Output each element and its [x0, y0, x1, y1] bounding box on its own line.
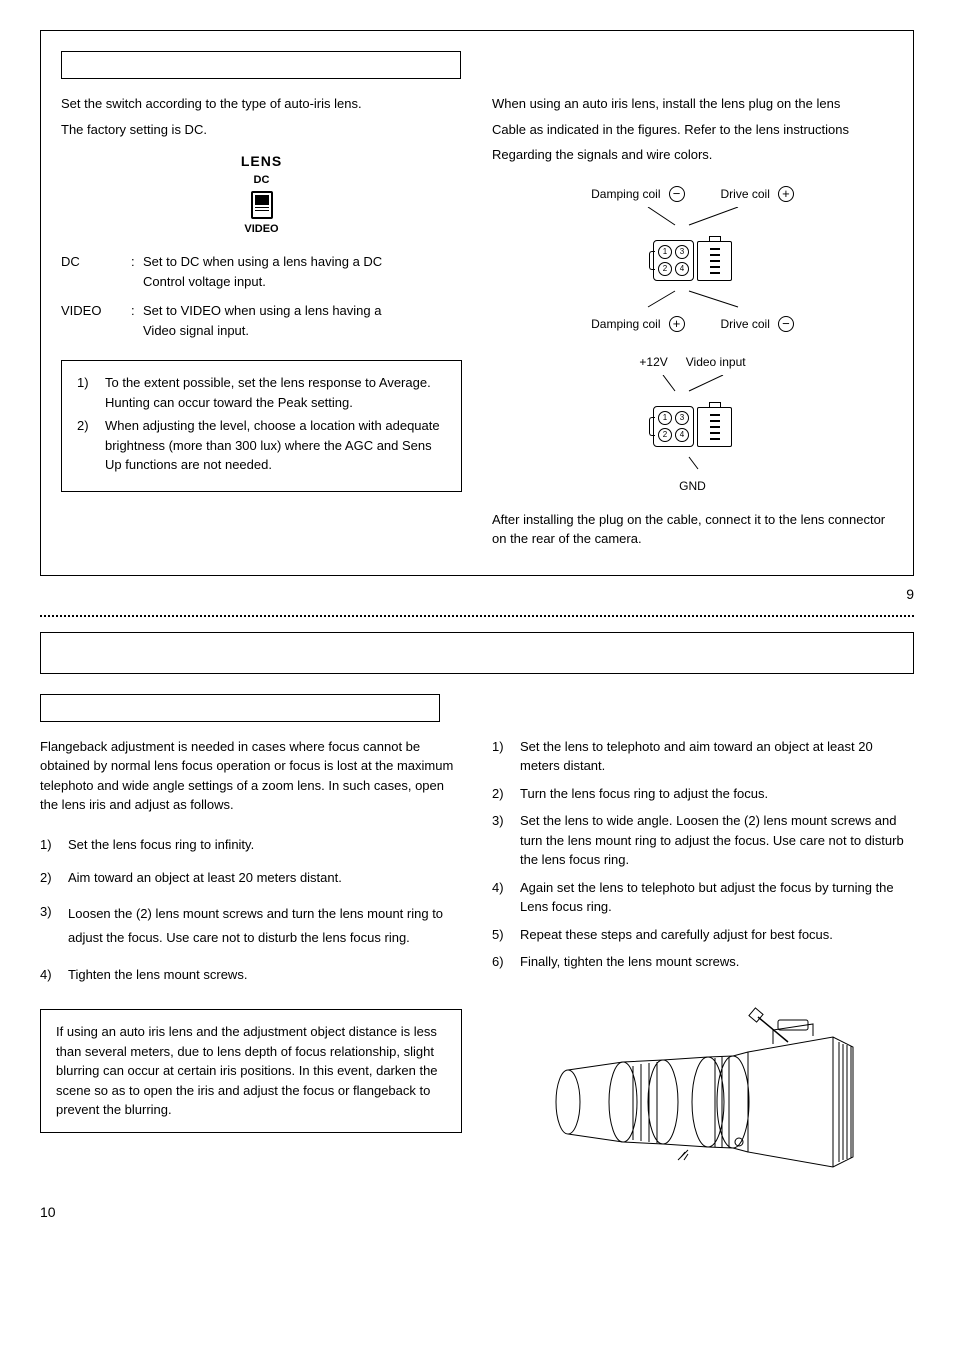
- step-4: 4)Tighten the lens mount screws.: [40, 965, 462, 985]
- page-10-right-col: 1)Set the lens to telephoto and aim towa…: [492, 737, 914, 1182]
- flangeback-intro: Flangeback adjustment is needed in cases…: [40, 737, 462, 815]
- colon: :: [131, 252, 143, 291]
- lead-lines-icon: [593, 207, 793, 227]
- switch-box: [251, 191, 273, 219]
- section-title-box-10: [40, 694, 440, 722]
- rstep-1: 1)Set the lens to telephoto and aim towa…: [492, 737, 914, 776]
- dc-bottom-row: Damping coil + Drive coil −: [492, 315, 893, 333]
- rstep-6: 6)Finally, tighten the lens mount screws…: [492, 952, 914, 972]
- video-connector-figure: +12V Video input 1 3 2 4: [492, 353, 893, 495]
- intro-line-2: The factory setting is DC.: [61, 120, 462, 140]
- right-intro-1: When using an auto iris lens, install th…: [492, 94, 893, 114]
- page-9-right-col: When using an auto iris lens, install th…: [492, 94, 893, 555]
- left-steps-list: 1)Set the lens focus ring to infinity. 2…: [40, 835, 462, 985]
- pin-block: 1 3 2 4: [653, 240, 694, 281]
- step-2: 2)Aim toward an object at least 20 meter…: [40, 868, 462, 888]
- page-9-left-col: Set the switch according to the type of …: [61, 94, 462, 555]
- right-intro-2: Cable as indicated in the figures. Refer…: [492, 120, 893, 140]
- plus-icon: +: [778, 186, 794, 202]
- video-definition: VIDEO : Set to VIDEO when using a lens h…: [61, 301, 462, 340]
- step-3: 3)Loosen the (2) lens mount screws and t…: [40, 902, 462, 951]
- colon: :: [131, 301, 143, 340]
- dc-connector-figure: Damping coil − Drive coil + 1 3 2: [492, 185, 893, 333]
- page-10-left-col: Flangeback adjustment is needed in cases…: [40, 737, 462, 1182]
- page-9-columns: Set the switch according to the type of …: [41, 94, 913, 555]
- pin-block: 1 3 2 4: [653, 406, 694, 447]
- minus-icon: −: [778, 316, 794, 332]
- page-divider: [40, 615, 914, 617]
- note-10-text: If using an auto iris lens and the adjus…: [56, 1022, 446, 1120]
- note-list-9: 1) To the extent possible, set the lens …: [77, 373, 446, 475]
- video-connector-body: 1 3 2 4: [492, 406, 893, 447]
- rstep-4: 4)Again set the lens to telephoto but ad…: [492, 878, 914, 917]
- minus-icon: −: [669, 186, 685, 202]
- video-term: VIDEO: [61, 301, 131, 340]
- gnd-label: GND: [492, 477, 893, 495]
- rstep-3: 3)Set the lens to wide angle. Loosen the…: [492, 811, 914, 870]
- step-1: 1)Set the lens focus ring to infinity.: [40, 835, 462, 855]
- dc-definition: DC : Set to DC when using a lens having …: [61, 252, 462, 291]
- right-steps-list: 1)Set the lens to telephoto and aim towa…: [492, 737, 914, 972]
- lead-lines-icon: [593, 375, 793, 393]
- page-10-columns: Flangeback adjustment is needed in cases…: [40, 737, 914, 1182]
- video-label: VIDEO: [61, 221, 462, 238]
- page-number-10: 10: [40, 1202, 914, 1223]
- lead-lines-icon: [593, 455, 793, 471]
- page-10-frame: [40, 632, 914, 674]
- note-item-1: 1) To the extent possible, set the lens …: [77, 373, 446, 412]
- rstep-2: 2)Turn the lens focus ring to adjust the…: [492, 784, 914, 804]
- plus-icon: +: [669, 316, 685, 332]
- section-title-box-9: [61, 51, 461, 79]
- dc-top-row: Damping coil − Drive coil +: [492, 185, 893, 203]
- lead-lines-icon: [593, 289, 793, 309]
- dc-label: DC: [61, 172, 462, 189]
- video-desc: Set to VIDEO when using a lens having a …: [143, 301, 462, 340]
- note-item-2: 2) When adjusting the level, choose a lo…: [77, 416, 446, 475]
- dc-desc: Set to DC when using a lens having a DC …: [143, 252, 462, 291]
- camera-illustration-icon: [533, 1002, 873, 1182]
- dc-connector-body: 1 3 2 4: [492, 240, 893, 281]
- rstep-5: 5)Repeat these steps and carefully adjus…: [492, 925, 914, 945]
- intro-line-1: Set the switch according to the type of …: [61, 94, 462, 114]
- plug-body: [697, 241, 732, 281]
- plug-body: [697, 407, 732, 447]
- video-top-labels: +12V Video input: [492, 353, 893, 371]
- right-intro-3: Regarding the signals and wire colors.: [492, 145, 893, 165]
- page-9-frame: Set the switch according to the type of …: [40, 30, 914, 576]
- note-box-10: If using an auto iris lens and the adjus…: [40, 1009, 462, 1133]
- page-number-9: 9: [40, 584, 914, 605]
- dc-term: DC: [61, 252, 131, 291]
- lens-switch-figure: LENS DC VIDEO: [61, 151, 462, 237]
- after-install-text: After installing the plug on the cable, …: [492, 510, 893, 549]
- lens-label: LENS: [61, 151, 462, 172]
- note-box-9: 1) To the extent possible, set the lens …: [61, 360, 462, 492]
